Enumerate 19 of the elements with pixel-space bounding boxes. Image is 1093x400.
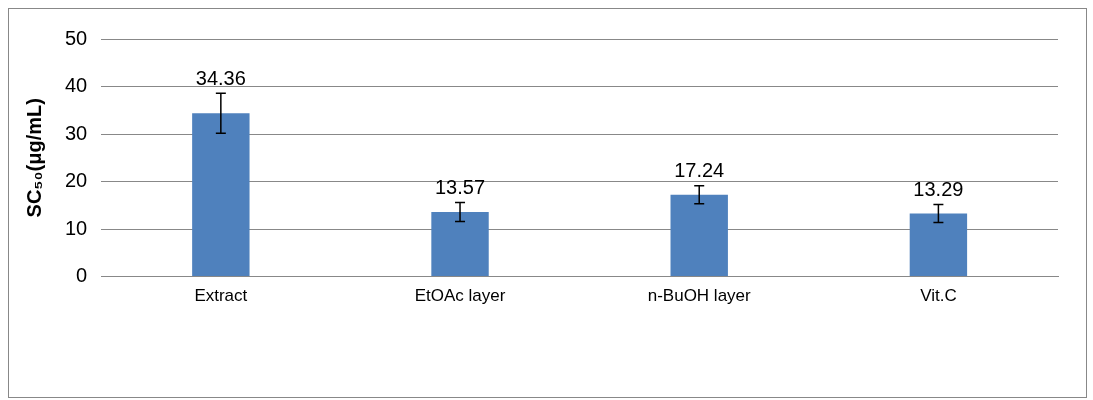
data-label: 13.57 xyxy=(435,176,486,199)
bar xyxy=(192,113,250,277)
bar xyxy=(909,213,968,277)
x-tick-label: EtOAc layer xyxy=(414,286,506,306)
y-tick-label: 0 xyxy=(76,264,88,287)
bar xyxy=(431,212,489,277)
x-tick-label: n-BuOH layer xyxy=(647,286,752,306)
y-tick-label: 20 xyxy=(65,169,88,192)
data-label: 13.29 xyxy=(913,177,964,200)
y-tick-label: 40 xyxy=(65,74,88,97)
x-tick-label: Vit.C xyxy=(920,286,957,306)
x-tick-label: Extract xyxy=(194,286,248,306)
bar xyxy=(670,194,728,277)
data-label: 34.36 xyxy=(195,66,246,89)
data-label: 17.24 xyxy=(674,159,725,182)
y-tick-label: 50 xyxy=(65,26,88,49)
y-tick-label: 10 xyxy=(65,216,88,239)
y-tick-label: 30 xyxy=(65,121,88,144)
y-axis-title: SC₅₀(μg/mL) xyxy=(22,98,45,218)
